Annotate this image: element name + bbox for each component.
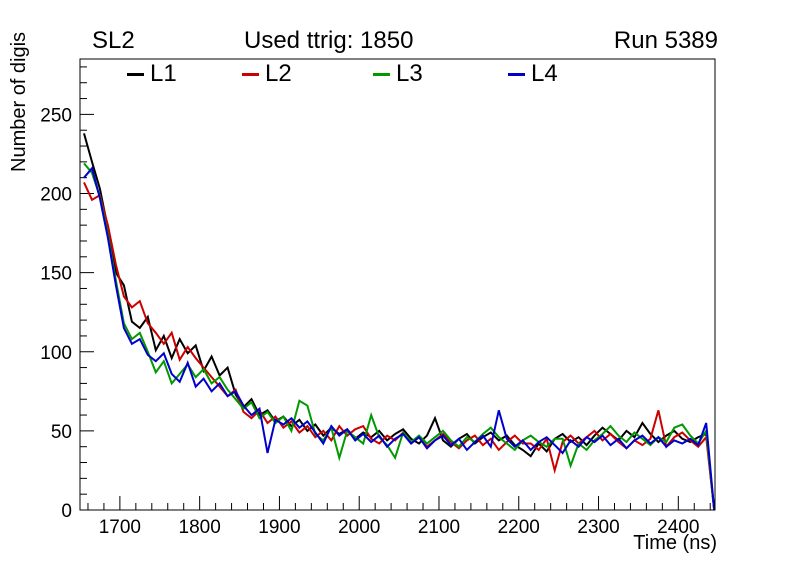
x-axis-tick-label: 2100 — [418, 517, 460, 538]
series-line-L4 — [83, 166, 716, 511]
pad-title-ttrig: Used ttrig: 1850 — [244, 27, 414, 54]
x-axis-tick-label: 1800 — [179, 517, 221, 538]
legend-line-sample-L1 — [127, 72, 144, 76]
legend-line-sample-L4 — [508, 72, 525, 76]
pad-title-run: Run 5389 — [613, 27, 718, 54]
legend-line-sample-L2 — [242, 72, 259, 76]
x-axis-tick-label: 1700 — [99, 517, 141, 538]
y-axis-tick-label: 250 — [40, 105, 72, 126]
pad-title-chamber: SL2 — [92, 27, 135, 54]
legend-entry-L1: L1 — [127, 60, 177, 88]
x-axis-tick-label: 2400 — [657, 517, 699, 538]
legend-entry-L2: L2 — [242, 60, 292, 88]
legend-label-L1: L1 — [150, 60, 177, 87]
x-axis-tick-label: 2000 — [338, 517, 380, 538]
y-axis-tick-label: 50 — [51, 422, 72, 443]
y-axis-tick-label: 100 — [40, 343, 72, 364]
legend-label-L3: L3 — [396, 60, 423, 87]
legend-label-L4: L4 — [531, 60, 558, 87]
x-axis-title: Time (ns) — [633, 532, 717, 554]
x-axis-tick-label: 2200 — [498, 517, 540, 538]
plot-frame — [79, 58, 716, 511]
series-line-L2 — [83, 181, 716, 511]
y-axis-tick-label: 200 — [40, 185, 72, 206]
legend-line-sample-L3 — [373, 72, 390, 76]
legend-entry-L4: L4 — [508, 60, 558, 88]
legend-entry-L3: L3 — [373, 60, 423, 88]
y-axis-tick-label: 150 — [40, 264, 72, 285]
y-axis-tick-label: 0 — [61, 501, 72, 522]
series-line-L3 — [83, 162, 716, 511]
x-axis-tick-label: 1900 — [258, 517, 300, 538]
legend-label-L2: L2 — [265, 60, 292, 87]
series-line-L1 — [83, 133, 716, 511]
x-axis-tick-label: 2300 — [577, 517, 619, 538]
